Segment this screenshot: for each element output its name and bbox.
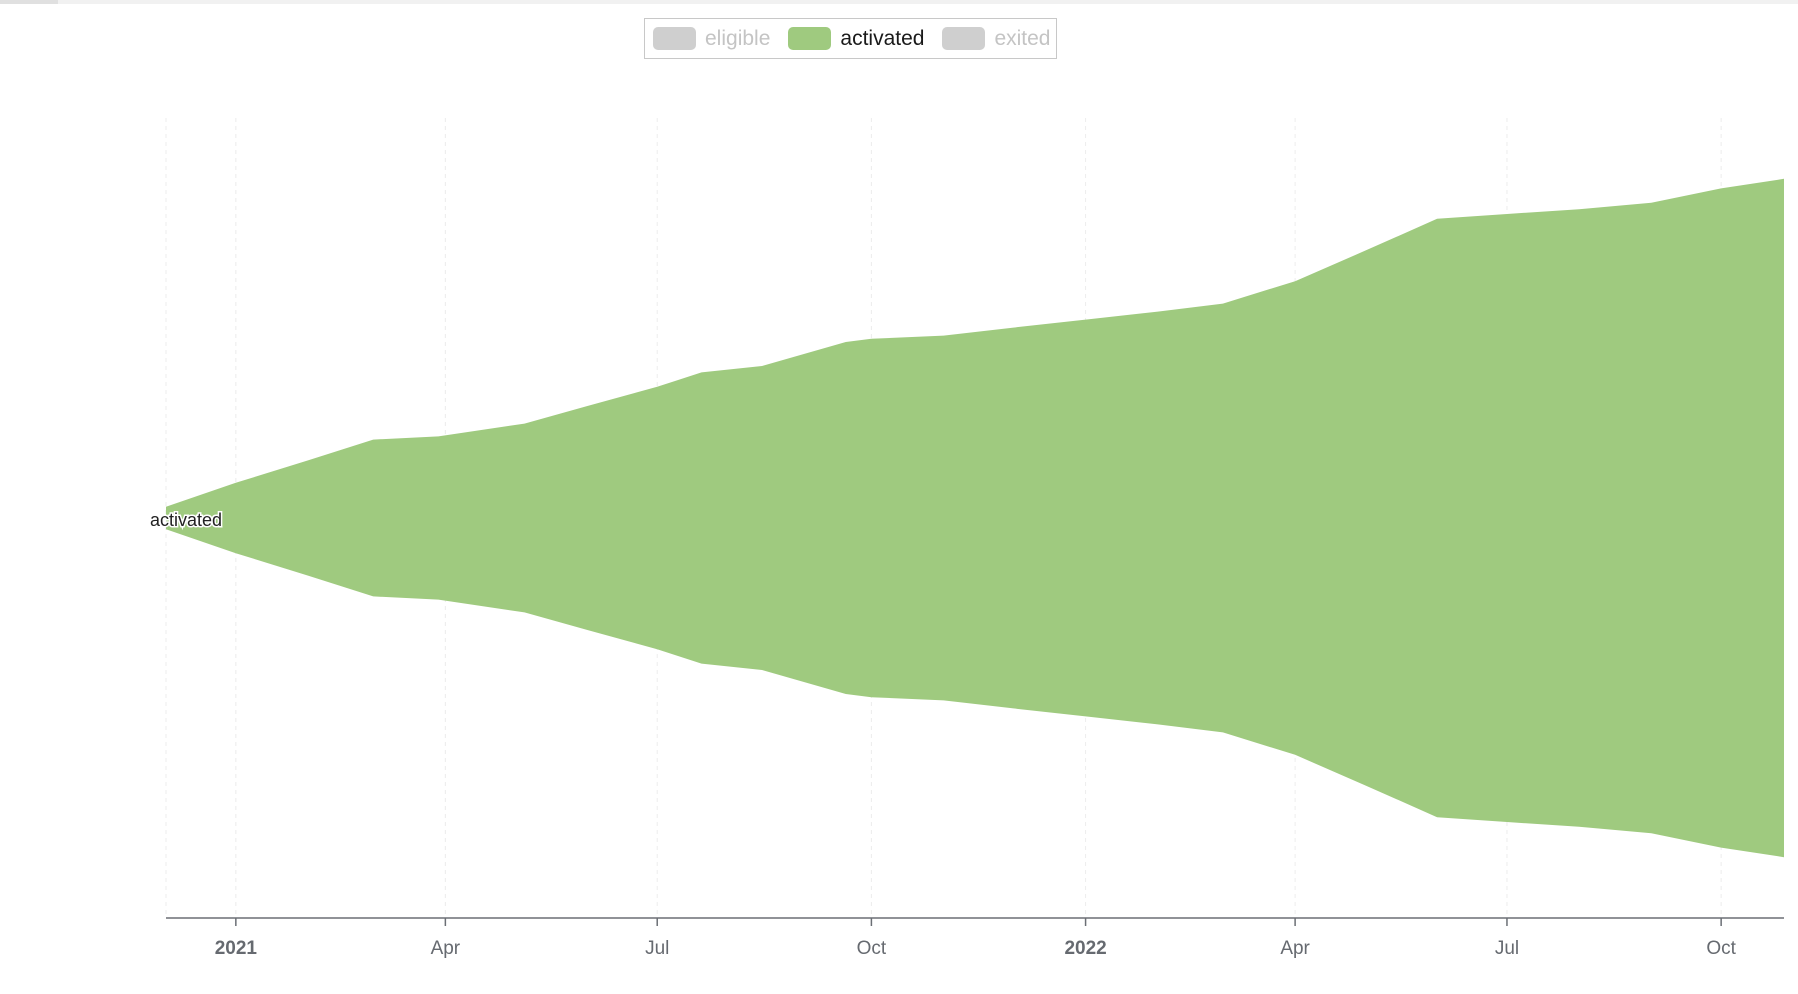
legend-swatch [788,27,832,50]
legend-item-exited[interactable]: exited [942,27,1051,50]
legend-label: exited [994,27,1051,50]
series-area-activated [166,178,1784,858]
x-tick-label: Apr [1280,938,1310,959]
x-tick-label: Jul [1495,938,1519,959]
x-tick-label: Oct [1706,938,1736,959]
legend-item-activated[interactable]: activated [788,27,924,50]
x-tick-label: 2021 [215,938,258,959]
legend-label: activated [840,27,925,50]
top-tab-indicator [0,0,58,4]
x-tick-label: Jul [645,938,669,959]
x-tick-label: Oct [857,938,887,959]
x-tick-label: 2022 [1064,938,1106,959]
x-tick-label: Apr [431,938,461,959]
legend-swatch [653,27,696,50]
series-label-activated: activated [150,510,222,530]
legend: eligible activated exited [644,18,1057,59]
legend-label: eligible [705,27,771,50]
top-strip [0,0,1798,4]
legend-swatch [942,27,986,50]
legend-item-eligible[interactable]: eligible [653,27,770,50]
